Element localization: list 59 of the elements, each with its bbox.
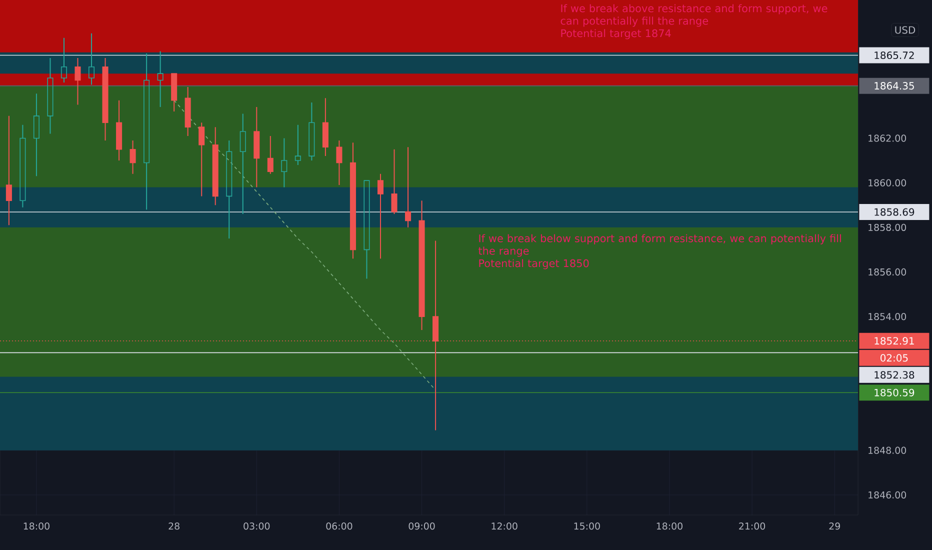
ref-line-label: 1864.35: [874, 82, 914, 90]
candlestick: [130, 140, 136, 174]
candlestick: [144, 53, 150, 210]
candlestick: [198, 122, 205, 197]
ref-line-label: 1852.38: [874, 371, 914, 379]
candlestick: [184, 86, 191, 136]
text: 02:05: [880, 354, 908, 362]
x-tick-label: 15:00: [574, 522, 600, 530]
candlestick: [322, 98, 328, 157]
x-tick-label: 18:00: [24, 522, 50, 530]
candlestick: [102, 57, 108, 141]
candlestick: [116, 100, 122, 162]
candlestick: [157, 50, 164, 108]
candlestick: [88, 32, 95, 86]
annotation: Potential target 1850: [479, 259, 589, 270]
y-tick-label: 1860.00: [868, 179, 906, 186]
candlestick: [47, 57, 54, 134]
candlestick: [60, 37, 68, 83]
annotation: If we break below support and form resistance, we can potentially fill the range: [478, 234, 841, 257]
x-tick-label: 12:00: [492, 522, 518, 530]
ref-line-label: 1850.59: [874, 388, 914, 396]
x-tick-label: 18:00: [656, 522, 682, 530]
candlestick: [364, 180, 370, 280]
candlestick: [391, 148, 398, 215]
y-tick-label: 1848.00: [868, 446, 906, 454]
candlestick: [418, 200, 425, 330]
ref-line-label: 1858.69: [874, 208, 914, 216]
y-tick-label: 1854.00: [868, 312, 906, 320]
candlestick: [33, 93, 40, 177]
x-tick-label: 29: [829, 522, 840, 530]
text: USD: [895, 26, 916, 34]
x-tick-label: 09:00: [408, 522, 435, 530]
ref-line-label: 1865.72: [874, 52, 914, 60]
y-tick-label: 1862.00: [868, 134, 906, 142]
candlestick: [267, 135, 274, 174]
x-tick-label: 21:00: [739, 522, 766, 530]
candlestick: [240, 113, 246, 215]
candlestick: [350, 142, 356, 260]
candlestick: [294, 124, 301, 166]
candlestick: [405, 146, 412, 228]
x-tick-label: 28: [168, 522, 180, 530]
candlestick: [212, 126, 218, 206]
y-tick-label: 1846.00: [868, 491, 906, 499]
candlestick: [336, 140, 342, 186]
candlestick: [226, 140, 232, 240]
y-tick-label: 1856.00: [868, 268, 906, 276]
candlestick: [20, 124, 26, 208]
candlestick: [377, 173, 384, 260]
annotation: If we break above resistance and form support, we can potentially fill the range: [560, 4, 828, 27]
candlestick: [308, 102, 315, 162]
x-tick-label: 03:00: [244, 522, 270, 530]
x-tick-label: 06:00: [326, 522, 352, 530]
candlestick: [6, 115, 12, 226]
candlestick: [281, 138, 288, 188]
annotation: Potential target 1874: [561, 29, 671, 40]
candlestick: [254, 106, 260, 188]
y-tick-label: 1858.00: [868, 224, 906, 231]
ref-line-label: 1852.91: [874, 337, 914, 345]
candlestick: [74, 57, 81, 106]
